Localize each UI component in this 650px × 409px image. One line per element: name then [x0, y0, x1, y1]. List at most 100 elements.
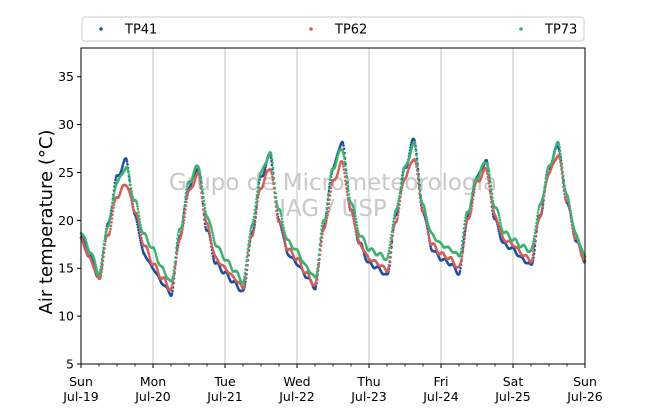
data-point	[180, 232, 183, 236]
data-point	[390, 230, 394, 233]
data-point	[108, 232, 111, 235]
data-point	[254, 204, 257, 208]
data-point	[541, 205, 544, 208]
data-point	[351, 212, 354, 216]
data-point	[469, 210, 473, 213]
data-point	[348, 196, 351, 200]
data-point	[210, 227, 213, 230]
data-point	[561, 170, 564, 173]
data-point	[534, 225, 538, 228]
data-point	[485, 170, 489, 173]
data-point	[281, 223, 285, 227]
data-point	[569, 212, 573, 216]
data-point	[172, 269, 176, 272]
data-point	[388, 246, 391, 250]
data-point	[341, 162, 345, 166]
data-point	[271, 166, 275, 170]
data-point	[563, 184, 566, 188]
data-point	[532, 237, 536, 241]
data-point	[112, 192, 116, 196]
data-point	[335, 159, 338, 163]
data-point	[425, 218, 429, 221]
data-point	[567, 200, 571, 204]
data-point	[489, 180, 492, 184]
data-point	[283, 238, 286, 241]
data-point	[423, 206, 426, 209]
data-point	[344, 183, 348, 186]
data-point	[402, 170, 405, 173]
data-point	[110, 204, 114, 208]
data-point	[112, 203, 116, 206]
data-point	[198, 169, 201, 173]
data-point	[460, 257, 463, 261]
data-point	[346, 180, 349, 184]
data-point	[275, 202, 279, 206]
data-point	[553, 149, 557, 152]
data-point	[113, 200, 116, 204]
data-point	[140, 239, 144, 243]
data-point	[253, 212, 256, 215]
data-point	[245, 259, 248, 263]
data-point	[113, 187, 117, 191]
data-point	[387, 263, 391, 267]
data-point	[326, 202, 329, 205]
data-point	[465, 221, 468, 225]
data-point	[191, 174, 195, 177]
data-point	[140, 236, 143, 240]
data-point	[103, 236, 107, 240]
data-point	[252, 215, 256, 219]
data-point	[125, 160, 129, 163]
data-point	[203, 206, 207, 210]
data-point	[114, 178, 117, 182]
x-tick-label-date: Jul-22	[278, 389, 315, 404]
data-point	[469, 212, 472, 216]
data-point	[109, 227, 112, 231]
data-point	[459, 262, 462, 265]
data-point	[199, 178, 203, 181]
data-point	[271, 161, 274, 165]
data-point	[319, 232, 323, 236]
data-point	[400, 182, 403, 186]
data-point	[356, 227, 359, 230]
data-point	[101, 253, 104, 257]
data-point	[253, 221, 257, 224]
data-point	[136, 205, 139, 208]
data-point	[247, 239, 251, 243]
data-point	[462, 226, 466, 230]
data-point	[325, 206, 329, 210]
data-point	[343, 175, 347, 179]
data-point	[419, 193, 422, 196]
data-point	[147, 253, 151, 256]
data-point	[108, 220, 111, 223]
data-point	[258, 176, 261, 180]
data-point	[426, 220, 429, 224]
data-point	[270, 170, 273, 174]
data-point	[554, 147, 557, 150]
data-point	[413, 143, 417, 146]
data-point	[545, 171, 549, 174]
data-point	[212, 257, 215, 261]
data-point	[386, 268, 390, 272]
data-point	[570, 217, 574, 221]
data-point	[459, 250, 463, 254]
data-point	[530, 259, 534, 262]
x-tick-label-day: Tue	[213, 374, 236, 389]
data-point	[176, 249, 179, 252]
data-point	[170, 285, 174, 288]
data-points	[79, 137, 587, 297]
data-point	[99, 275, 102, 279]
data-point	[175, 246, 178, 249]
data-point	[275, 209, 278, 213]
data-point	[248, 236, 251, 239]
data-point	[279, 212, 283, 216]
data-point	[111, 201, 114, 204]
x-axis: SunJul-19MonJul-20TueJul-21WedJul-22ThuJ…	[62, 364, 603, 404]
data-point	[182, 209, 186, 213]
data-point	[490, 192, 494, 196]
data-point	[408, 154, 412, 157]
data-point	[201, 192, 205, 195]
data-point	[174, 251, 178, 254]
data-point	[270, 154, 273, 158]
data-point	[154, 251, 157, 255]
data-point	[100, 261, 103, 265]
